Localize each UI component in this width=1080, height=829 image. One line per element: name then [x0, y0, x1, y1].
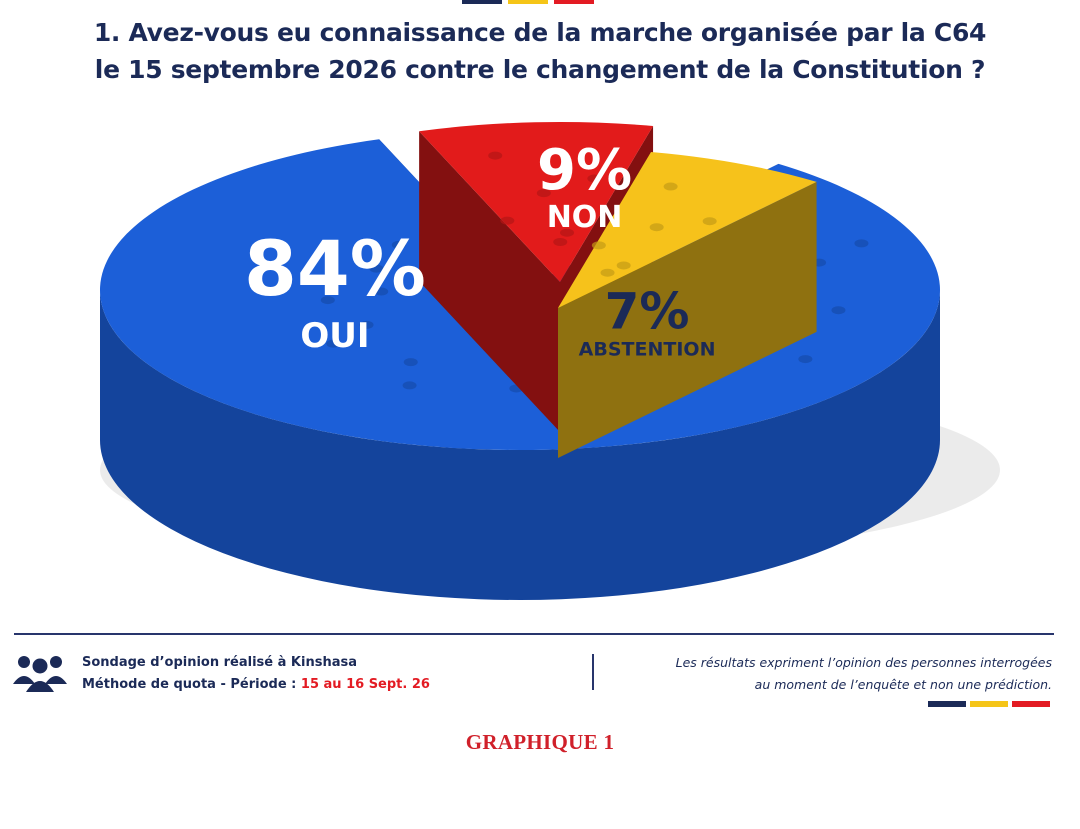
slice-abstention	[558, 151, 817, 458]
slice-oui-hole	[798, 355, 813, 364]
slice-abstention-hole	[663, 182, 678, 191]
disclaimer-line-2: au moment de l’enquête et non une prédic…	[754, 677, 1052, 692]
slice-abstention-hole	[616, 261, 631, 270]
slice-non-label: NON	[547, 200, 623, 235]
slice-non-value: 9%	[537, 138, 632, 203]
people-icon	[13, 656, 67, 692]
survey-period: 15 au 16 Sept. 26	[300, 677, 430, 692]
slice-non-hole	[500, 216, 515, 225]
slice-oui-hole	[369, 264, 384, 273]
slice-oui-value: 84%	[244, 224, 426, 313]
slice-oui-hole	[402, 381, 417, 390]
slice-oui-hole	[854, 239, 869, 248]
slice-oui-label: OUI	[300, 316, 369, 356]
survey-info: Sondage d’opinion réalisé à Kinshasa Mét…	[82, 652, 430, 696]
pie-chart: 84%OUI 9%NON 7%ABSTENTION	[100, 122, 1000, 600]
slice-oui-hole	[374, 287, 389, 296]
slice-non-hole	[560, 228, 575, 237]
slice-abstention-hole	[600, 268, 615, 277]
figure-caption: GRAPHIQUE 1	[465, 730, 615, 754]
chart-subtitle: le 15 septembre 2026 contre le changemen…	[94, 55, 986, 84]
slice-abstention-hole	[591, 241, 606, 250]
slice-oui-hole	[391, 240, 406, 249]
disclaimer-line-1: Les résultats expriment l’opinion des pe…	[675, 655, 1052, 670]
slice-abstention-hole	[702, 217, 717, 226]
slice-abstention-edge-end	[558, 181, 817, 458]
survey-method-line: Méthode de quota - Période : 15 au 16 Se…	[82, 674, 430, 696]
slice-non-hole	[488, 151, 503, 160]
slice-oui-side-0	[100, 290, 940, 600]
slice-oui-hole	[320, 296, 335, 305]
slice-non-edge-start	[419, 131, 560, 432]
chart-title: 1. Avez-vous eu connaissance de la march…	[93, 18, 987, 47]
slice-non-hole	[553, 238, 568, 247]
slice-oui-hole	[326, 339, 341, 348]
slice-oui-hole	[403, 358, 418, 367]
disclaimer: Les résultats expriment l’opinion des pe…	[612, 652, 1052, 696]
slice-oui-hole	[359, 320, 374, 329]
slice-non-top	[419, 122, 654, 282]
bottom-flag-stripe	[928, 701, 1054, 707]
chart-title-block: 1. Avez-vous eu connaissance de la march…	[0, 14, 1080, 88]
slice-abstention-hole	[649, 223, 664, 232]
slice-abstention-value: 7%	[605, 283, 690, 341]
slice-non-hole	[587, 174, 602, 183]
survey-method: Méthode de quota - Période :	[82, 677, 297, 692]
footer-separator	[592, 654, 594, 690]
footer-divider	[14, 633, 1054, 635]
slice-non-hole	[536, 189, 551, 198]
slice-abstention-label: ABSTENTION	[579, 339, 716, 361]
survey-location: Sondage d’opinion réalisé à Kinshasa	[82, 655, 357, 670]
top-flag-stripe	[462, 0, 600, 4]
slice-oui-hole	[831, 306, 846, 315]
